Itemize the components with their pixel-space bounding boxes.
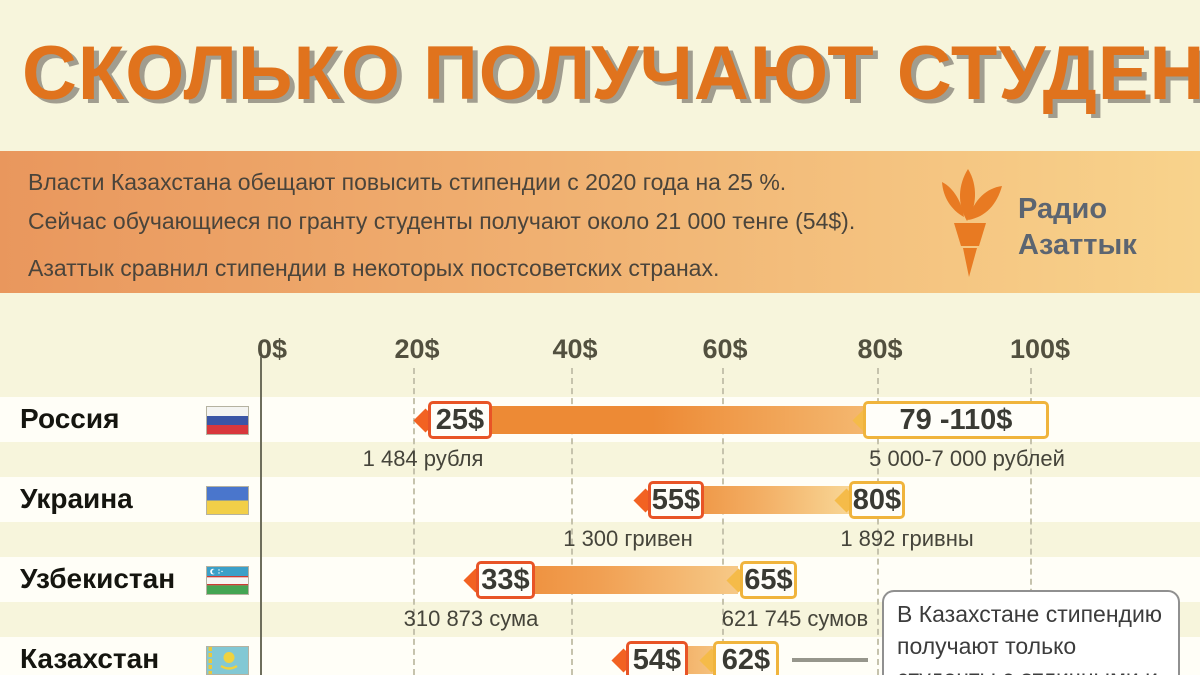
intro-line-2: Сейчас обучающиеся по гранту студенты по… [28,208,856,234]
intro-text: Власти Казахстана обещают повысить стипе… [28,163,855,288]
flag-russia-icon [207,407,248,434]
logo-text: Радио Азаттык [1018,191,1137,263]
gridline-80 [877,368,879,675]
high-value-box: 62$ [713,641,779,675]
intro-line-3: Азаттык сравнил стипендии в некоторых по… [28,255,720,281]
low-local-label: 310 873 сума [403,606,539,631]
country-label: Россия [20,403,120,434]
gridline-40 [571,368,573,675]
low-value-box: 54$ [626,641,688,675]
high-local-label: 1 892 гривны [840,526,974,551]
country-label: Украина [20,483,133,514]
high-value-box: 79 -110$ [863,401,1049,439]
flag-ukraine-icon [207,487,248,514]
logo-line-1: Радио [1018,193,1108,225]
kazakhstan-note-box: В Казахстане стипендию получают только с… [882,590,1180,675]
high-value-box: 80$ [849,481,905,519]
low-local-label: 1 300 гривен [563,526,693,551]
axis-tick-40: 40$ [552,334,598,364]
gridline-60 [722,368,724,675]
intro-banner: Власти Казахстана обещают повысить стипе… [0,151,1200,293]
low-value-box: 55$ [648,481,704,519]
logo-line-2: Азаттык [1018,229,1137,261]
axis-tick-100: 100$ [1009,334,1071,364]
axis-tick-60: 60$ [702,334,748,364]
low-value-box: 25$ [428,401,492,439]
gridline-20 [413,368,415,675]
torch-icon [942,169,1002,277]
row-band [0,477,1200,522]
note-leader-line [792,658,868,662]
flag-uzbekistan-icon [207,567,248,594]
country-label: Узбекистан [20,563,176,594]
axis-tick-80: 80$ [857,334,903,364]
page-title: СКОЛЬКО ПОЛУЧАЮТ СТУДЕНТЫ [22,31,1200,116]
country-label: Казахстан [20,643,160,674]
high-local-label: 621 745 сумов [721,606,869,631]
high-local-label: 5 000-7 000 рублей [869,446,1065,471]
flag-kazakhstan-icon [207,647,248,674]
intro-line-1: Власти Казахстана обещают повысить стипе… [28,169,787,195]
radio-azattyk-logo: Радио Азаттык [930,169,1170,279]
high-value-box: 65$ [740,561,797,599]
range-bar [440,406,865,434]
axis-zero-line [260,357,262,675]
gridline-100 [1030,368,1032,675]
low-value-box: 33$ [476,561,535,599]
low-local-label: 1 484 рубля [362,446,484,471]
axis-tick-20: 20$ [394,334,440,364]
